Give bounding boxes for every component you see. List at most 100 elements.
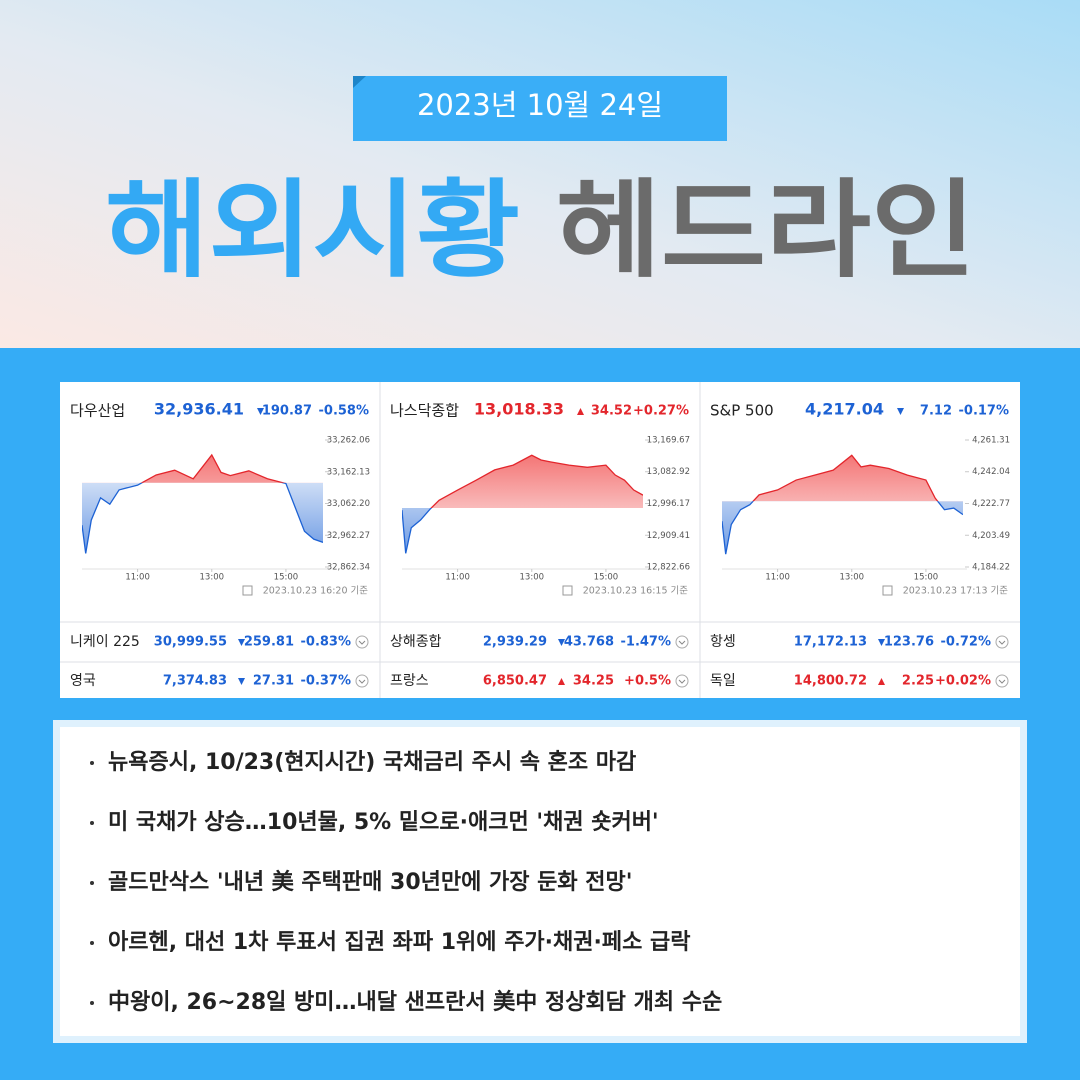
line-up xyxy=(140,453,286,483)
index-name: S&P 500 xyxy=(710,402,774,420)
index-change: 34.25 xyxy=(573,674,614,689)
index-price: 30,999.55 xyxy=(154,635,227,650)
x-tick-label: 15:00 xyxy=(914,573,939,583)
calendar-icon xyxy=(882,585,893,596)
y-tick-label: 32,962.27 xyxy=(327,531,370,541)
area-down xyxy=(402,508,643,554)
index-change: 259.81 xyxy=(244,635,294,650)
news-bullet xyxy=(90,881,94,885)
news-bullet xyxy=(90,1001,94,1005)
index-percent: -0.58% xyxy=(319,404,370,419)
change-arrow xyxy=(238,678,245,685)
index-percent: +0.02% xyxy=(935,674,991,689)
x-tick-label: 11:00 xyxy=(445,573,470,583)
news-headline: 뉴욕증시, 10/23(현지시간) 국채금리 주시 속 혼조 마감 xyxy=(108,750,636,775)
index-name: 니케이 225 xyxy=(70,634,140,650)
y-tick-label: 12,822.66 xyxy=(647,563,690,573)
index-price: 6,850.47 xyxy=(483,674,547,689)
content: 다우산업 32,936.41 190.87 -0.58% 33,262.06 33,162… xyxy=(60,382,1020,1015)
x-tick-label: 11:00 xyxy=(125,573,150,583)
expand-icon xyxy=(995,674,1009,688)
y-tick-label: 4,222.77 xyxy=(972,499,1010,509)
ribbon-fold xyxy=(353,76,366,88)
change-arrow xyxy=(577,408,584,415)
index-name: 항셍 xyxy=(710,634,736,650)
index-percent: -0.17% xyxy=(959,404,1010,419)
index-change: 190.87 xyxy=(262,404,312,419)
news-panel xyxy=(60,727,1020,1036)
index-price: 13,018.33 xyxy=(474,400,564,419)
expand-chevron xyxy=(678,640,686,645)
y-tick-label: 12,996.17 xyxy=(647,499,690,509)
calendar-icon xyxy=(242,585,253,596)
change-arrow xyxy=(897,408,904,415)
timestamp: 2023.10.23 16:15 기준 xyxy=(583,586,689,597)
change-arrow xyxy=(878,639,885,646)
line-down xyxy=(82,482,323,554)
index-name: 다우산업 xyxy=(70,402,125,420)
y-tick-label: 4,184.22 xyxy=(972,563,1010,573)
index-price: 32,936.41 xyxy=(154,400,244,419)
expand-icon xyxy=(675,674,689,688)
index-percent: +0.27% xyxy=(633,404,689,419)
calendar-icon xyxy=(562,585,573,596)
expand-chevron xyxy=(998,679,1006,684)
title-blue: 해외시황 xyxy=(105,169,520,292)
market-panel xyxy=(60,382,1020,698)
line-down xyxy=(402,508,433,554)
news-headline: 골드만삭스 '내년 美 주택판매 30년만에 가장 둔화 전망' xyxy=(108,869,633,895)
x-tick-label: 13:00 xyxy=(200,573,225,583)
timestamp: 2023.10.23 16:20 기준 xyxy=(263,586,369,597)
y-tick-label: 13,082.92 xyxy=(647,467,690,477)
news-bullet xyxy=(90,941,94,945)
area-up xyxy=(431,455,643,509)
y-tick-label: 12,909.41 xyxy=(647,531,690,541)
y-tick-label: 4,242.04 xyxy=(972,467,1010,477)
news-bullet xyxy=(90,761,94,765)
index-price: 2,939.29 xyxy=(483,635,547,650)
line-up xyxy=(430,454,643,509)
expand-chevron xyxy=(358,679,366,684)
date: 2023년 10월 24일 xyxy=(417,88,663,122)
index-change: 27.31 xyxy=(253,674,294,689)
index-change: 2.25 xyxy=(902,674,934,689)
expand-icon xyxy=(995,635,1009,649)
line-up xyxy=(752,454,939,502)
x-tick-label: 15:00 xyxy=(594,573,619,583)
x-tick-label: 13:00 xyxy=(520,573,545,583)
index-change: 34.52 xyxy=(591,404,632,419)
index-change: 7.12 xyxy=(920,404,952,419)
index-percent: -0.83% xyxy=(301,635,352,650)
index-change: 123.76 xyxy=(884,635,934,650)
index-percent: -1.47% xyxy=(621,635,672,650)
news-headline: 아르헨, 대선 1차 투표서 집권 좌파 1위에 주가·채권·페소 급락 xyxy=(108,930,690,955)
x-tick-label: 13:00 xyxy=(840,573,865,583)
news-headline: 미 국채가 상승…10년물, 5% 밑으로·애크먼 '채권 숏커버' xyxy=(108,810,659,835)
y-tick-label: 33,162.13 xyxy=(327,467,370,477)
index-name: 나스닥종합 xyxy=(390,402,459,420)
index-percent: -0.37% xyxy=(301,674,352,689)
index-name: 프랑스 xyxy=(390,673,429,689)
expand-icon xyxy=(675,635,689,649)
y-tick-label: 32,862.34 xyxy=(327,563,370,573)
area-up xyxy=(753,455,938,502)
change-arrow xyxy=(558,639,565,646)
line-down xyxy=(722,501,963,555)
change-arrow xyxy=(878,678,885,685)
area-up xyxy=(141,454,284,483)
x-tick-label: 11:00 xyxy=(765,573,790,583)
index-price: 17,172.13 xyxy=(794,635,867,650)
title-gray: 헤드라인 xyxy=(556,169,976,292)
header-background xyxy=(0,0,1080,348)
expand-icon xyxy=(355,674,369,688)
y-tick-label: 13,169.67 xyxy=(647,436,690,446)
index-name: 영국 xyxy=(70,673,96,689)
timestamp: 2023.10.23 17:13 기준 xyxy=(903,586,1009,597)
change-arrow xyxy=(257,408,264,415)
index-price: 7,374.83 xyxy=(163,674,227,689)
x-tick-label: 15:00 xyxy=(274,573,299,583)
area-down xyxy=(82,482,323,554)
expand-chevron xyxy=(678,679,686,684)
